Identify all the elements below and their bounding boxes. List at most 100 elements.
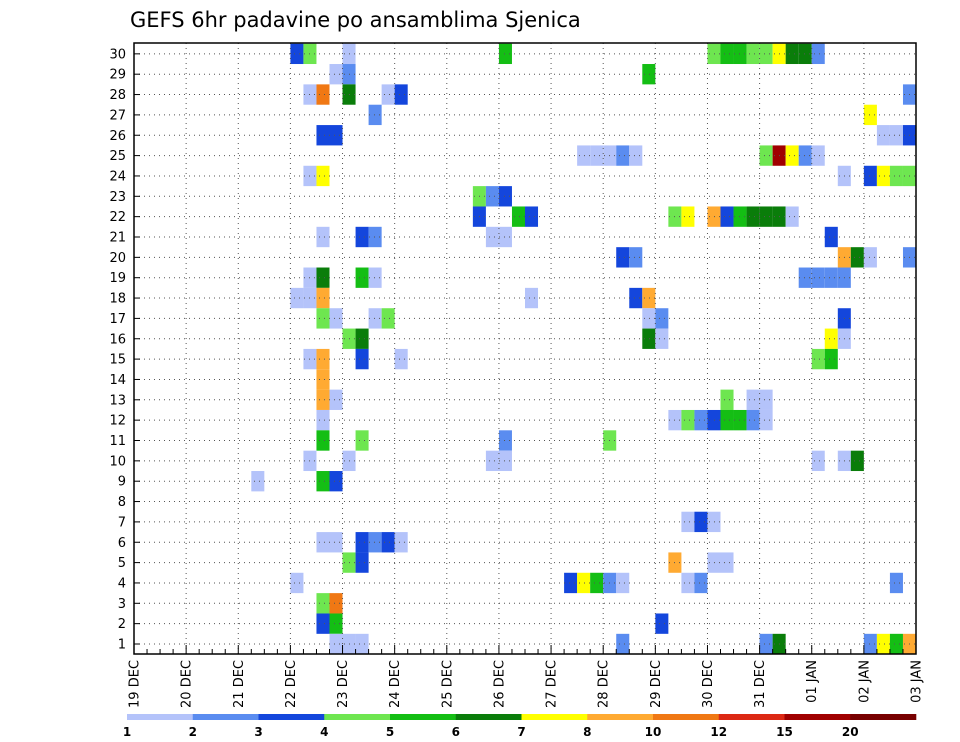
heatmap-cell [355,267,369,288]
heatmap-cell [655,613,669,634]
heatmap-cell [485,450,499,472]
heatmap-cell [616,633,630,655]
heatmap-cell [590,145,604,166]
heatmap-cell [616,247,630,268]
y-tick-label: 17 [109,312,126,327]
y-tick-label: 4 [118,576,126,591]
x-tick-label: 25 DEC [440,660,455,708]
y-tick-label: 11 [109,434,126,449]
heatmap-cell [329,389,343,410]
heatmap-cell [394,348,408,370]
colorbar-label: 4 [320,725,328,739]
y-tick-label: 18 [109,292,126,307]
colorbar-label: 20 [842,725,859,739]
heatmap-cell [759,206,773,227]
heatmap-cell [251,471,265,492]
heatmap-cell [355,532,369,553]
heatmap-cell [616,145,630,166]
heatmap-cell [316,430,330,451]
colorbar-swatch [390,714,457,720]
heatmap-cell [824,226,838,248]
colorbar-swatch [587,714,654,720]
heatmap-cell [889,572,903,594]
x-tick-label: 28 DEC [597,660,612,708]
heatmap-cell [759,145,773,166]
heatmap-cell [329,613,343,634]
colorbar-swatch [521,714,588,720]
heatmap-cell [642,308,656,329]
x-tick-label: 01 JAN [805,660,820,703]
colorbar-label: 10 [645,725,662,739]
heatmap-cell [720,552,734,573]
y-tick-label: 23 [109,190,126,205]
heatmap-cell [681,206,695,227]
y-tick-label: 15 [109,353,126,368]
y-tick-label: 6 [118,536,126,551]
heatmap-cell [694,511,708,533]
heatmap-cell [785,206,799,227]
chart-title: GEFS 6hr padavine po ansamblima Sjenica [130,8,581,32]
heatmap-cell [876,633,890,655]
y-tick-label: 24 [109,169,126,184]
heatmap-cell [629,247,643,268]
colorbar-swatch [850,714,917,720]
x-tick-label: 19 DEC [128,660,143,708]
heatmap-cell [498,450,512,472]
heatmap-cell [498,430,512,451]
colorbar-swatch [455,714,522,720]
heatmap-cell [355,226,369,248]
heatmap-cell [720,43,734,65]
heatmap-cell [681,409,695,431]
heatmap-cell [811,43,825,65]
heatmap-cell [316,613,330,634]
cells-layer [251,43,916,655]
heatmap-cell [316,308,330,329]
heatmap-cell [642,64,656,85]
heatmap-cell [863,633,877,655]
heatmap-cell [798,43,812,65]
heatmap-cell [642,328,656,349]
colorbar-swatch [324,714,391,720]
heatmap-cell [889,125,903,146]
heatmap-cell [798,145,812,166]
heatmap-cell [889,165,903,187]
y-tick-label: 21 [109,231,126,246]
y-tick-label: 27 [109,108,126,123]
heatmap-cell [368,226,382,248]
heatmap-cell [316,84,330,105]
heatmap-cell [759,633,773,655]
colorbar-label: 5 [386,725,394,739]
heatmap-cell [355,348,369,370]
heatmap-cell [694,409,708,431]
heatmap-cell [316,125,330,146]
x-tick-label: 20 DEC [180,660,195,708]
y-tick-label: 10 [109,454,126,469]
heatmap-cell [316,226,330,248]
y-tick-label: 1 [118,638,126,653]
y-tick-label: 19 [109,271,126,286]
x-tick-label: 24 DEC [388,660,403,708]
heatmap-cell [368,308,382,329]
heatmap-cell [733,409,747,431]
heatmap-cell [316,369,330,390]
colorbar-swatch [258,714,325,720]
heatmap-cell [629,145,643,166]
heatmap-cell [759,43,773,65]
heatmap-cell [329,593,343,614]
heatmap-cell [707,511,721,533]
heatmap-cell [564,572,578,594]
x-tick-label: 31 DEC [753,660,768,708]
heatmap-cell [798,267,812,288]
y-tick-label: 5 [118,556,126,571]
heatmap-cell [707,206,721,227]
heatmap-cell [707,409,721,431]
heatmap-cell [329,471,343,492]
y-tick-label: 3 [118,597,126,612]
x-tick-label: 22 DEC [284,660,299,708]
heatmap-cell [720,389,734,410]
colorbar-label: 15 [776,725,793,739]
heatmap-cell [498,43,512,65]
heatmap-cell [642,287,656,309]
heatmap-cell [733,206,747,227]
